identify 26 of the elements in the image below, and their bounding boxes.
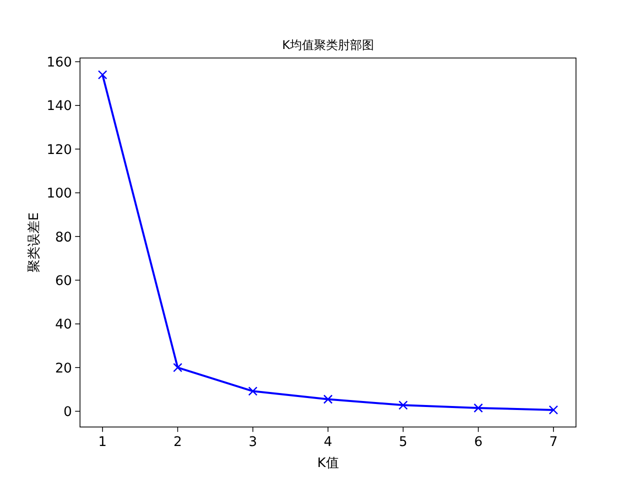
point <box>548 405 558 415</box>
y-tick-label: 120 <box>46 142 72 158</box>
point <box>248 386 258 396</box>
y-tick-label: 100 <box>46 186 72 202</box>
y-tick-label: 160 <box>46 56 72 71</box>
point <box>173 362 182 372</box>
point <box>474 403 483 413</box>
point <box>98 70 108 80</box>
y-axis-title: 聚类误差E <box>27 212 42 273</box>
x-axis-title: K值 <box>317 456 339 471</box>
x-tick-label: 5 <box>398 435 408 450</box>
x-tick-label: 4 <box>324 435 332 450</box>
x-tick-label: 3 <box>248 435 258 450</box>
x-tick-label: 2 <box>173 435 182 450</box>
x-tick-label: 6 <box>474 435 483 450</box>
y-tick-label: 20 <box>55 361 72 376</box>
point <box>398 400 408 410</box>
y-tick-label: 80 <box>55 230 72 246</box>
y-tick-label: 40 <box>55 318 72 333</box>
chart-title: K均值聚类肘部图 <box>282 38 374 52</box>
y-tick-label: 0 <box>64 405 72 420</box>
x-tick-label: 7 <box>549 435 558 450</box>
y-tick-label: 140 <box>46 99 72 114</box>
point <box>323 394 333 404</box>
x-tick-label: 1 <box>98 435 107 450</box>
y-tick-label: 60 <box>55 274 72 289</box>
